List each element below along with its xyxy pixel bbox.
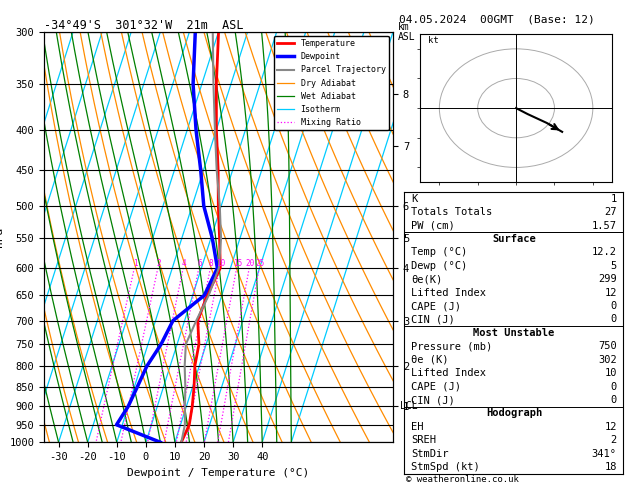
Text: 750: 750 [598,341,617,351]
Text: StmDir: StmDir [411,449,448,459]
Text: kt: kt [428,36,438,45]
Text: 8: 8 [209,259,214,268]
X-axis label: Dewpoint / Temperature (°C): Dewpoint / Temperature (°C) [128,468,309,478]
Text: 302: 302 [598,355,617,365]
Text: CIN (J): CIN (J) [411,314,455,325]
Text: 1.57: 1.57 [592,221,617,230]
Text: CIN (J): CIN (J) [411,395,455,405]
Text: ASL: ASL [398,32,416,42]
Text: 2: 2 [157,259,161,268]
Text: 5: 5 [611,261,617,271]
Text: 0: 0 [611,314,617,325]
Text: 6: 6 [198,259,202,268]
Text: Hodograph: Hodograph [486,408,542,418]
Text: 4: 4 [182,259,186,268]
Text: 0: 0 [611,301,617,311]
Text: θe (K): θe (K) [411,355,448,365]
Text: 2: 2 [611,435,617,445]
Text: 12: 12 [604,288,617,297]
Text: -34°49'S  301°32'W  21m  ASL: -34°49'S 301°32'W 21m ASL [44,18,243,32]
Text: LCL: LCL [400,401,418,411]
Text: CAPE (J): CAPE (J) [411,301,461,311]
Text: θe(K): θe(K) [411,274,442,284]
Text: 341°: 341° [592,449,617,459]
Text: Most Unstable: Most Unstable [473,328,555,338]
Text: PW (cm): PW (cm) [411,221,455,230]
Text: Surface: Surface [492,234,536,244]
Text: 15: 15 [233,259,242,268]
Text: 18: 18 [604,462,617,472]
Text: 27: 27 [604,207,617,217]
Text: 04.05.2024  00GMT  (Base: 12): 04.05.2024 00GMT (Base: 12) [399,15,595,25]
Text: 1: 1 [133,259,138,268]
Text: EH: EH [411,422,423,432]
Text: Dewp (°C): Dewp (°C) [411,261,467,271]
Text: 0: 0 [611,382,617,392]
Y-axis label: hPa: hPa [0,227,4,247]
Text: 20: 20 [245,259,255,268]
Text: Totals Totals: Totals Totals [411,207,493,217]
Text: Lifted Index: Lifted Index [411,368,486,378]
Text: SREH: SREH [411,435,436,445]
Text: StmSpd (kt): StmSpd (kt) [411,462,480,472]
Text: 10: 10 [216,259,225,268]
Text: 10: 10 [604,368,617,378]
Text: Temp (°C): Temp (°C) [411,247,467,258]
Text: Pressure (mb): Pressure (mb) [411,341,493,351]
Legend: Temperature, Dewpoint, Parcel Trajectory, Dry Adiabat, Wet Adiabat, Isotherm, Mi: Temperature, Dewpoint, Parcel Trajectory… [274,36,389,130]
Text: 0: 0 [611,395,617,405]
Text: K: K [411,194,417,204]
Text: 1: 1 [611,194,617,204]
Text: CAPE (J): CAPE (J) [411,382,461,392]
Text: © weatheronline.co.uk: © weatheronline.co.uk [406,474,518,484]
Text: 25: 25 [255,259,265,268]
Text: 12.2: 12.2 [592,247,617,258]
Text: 299: 299 [598,274,617,284]
Text: 12: 12 [604,422,617,432]
Text: Lifted Index: Lifted Index [411,288,486,297]
Text: km: km [398,22,410,32]
